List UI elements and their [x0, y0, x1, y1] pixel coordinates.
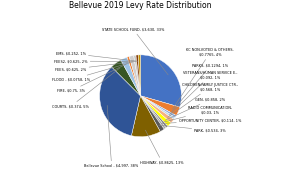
Wedge shape	[136, 55, 140, 96]
Wedge shape	[140, 96, 168, 128]
Text: RADIO COMMUNICATION,
$0.03, 1%: RADIO COMMUNICATION, $0.03, 1%	[163, 106, 232, 122]
Wedge shape	[132, 96, 160, 137]
Text: FEES2, $0.625, 2%: FEES2, $0.625, 2%	[54, 59, 136, 63]
Text: FLOOD - $0.0758, 1%: FLOOD - $0.0758, 1%	[52, 63, 130, 82]
Wedge shape	[112, 60, 140, 96]
Title: Bellevue 2019 Levy Rate Distribution: Bellevue 2019 Levy Rate Distribution	[69, 1, 212, 10]
Text: FEES, $0.625, 2%: FEES, $0.625, 2%	[55, 62, 133, 71]
Wedge shape	[121, 57, 140, 96]
Text: EMS, $0.252, 1%: EMS, $0.252, 1%	[56, 51, 138, 61]
Wedge shape	[138, 55, 140, 96]
Wedge shape	[140, 96, 166, 129]
Text: Bellevue School - $4,997, 38%: Bellevue School - $4,997, 38%	[85, 105, 139, 168]
Wedge shape	[134, 55, 140, 96]
Text: CHILDREN/FAMILY JUSTICE CTR.,
$0.568, 1%: CHILDREN/FAMILY JUSTICE CTR., $0.568, 1%	[167, 83, 238, 117]
Text: GEN, $0.858, 2%: GEN, $0.858, 2%	[165, 98, 225, 120]
Wedge shape	[140, 96, 175, 119]
Text: KC NON-VOTED & OTHERS,
$0.7765, 4%: KC NON-VOTED & OTHERS, $0.7765, 4%	[173, 48, 234, 109]
Wedge shape	[140, 96, 176, 118]
Text: HIGHWAY, $0.8625, 13%: HIGHWAY, $0.8625, 13%	[140, 130, 184, 164]
Text: FIRE, $0.75, 3%: FIRE, $0.75, 3%	[57, 64, 126, 93]
Wedge shape	[99, 67, 140, 136]
Wedge shape	[140, 96, 171, 126]
Wedge shape	[129, 55, 140, 96]
Text: COURTS, $0.374, 5%: COURTS, $0.374, 5%	[52, 68, 120, 108]
Text: PARK, $0.534, 3%: PARK, $0.534, 3%	[159, 125, 226, 132]
Wedge shape	[140, 96, 180, 116]
Text: OPPORTUNITY CENTER, $0.114, 1%: OPPORTUNITY CENTER, $0.114, 1%	[161, 119, 241, 124]
Wedge shape	[140, 55, 182, 107]
Wedge shape	[127, 56, 140, 96]
Wedge shape	[140, 96, 164, 132]
Text: VETERANS/HUMAN SERVICE E.,
$0.092, 1%: VETERANS/HUMAN SERVICE E., $0.092, 1%	[169, 71, 237, 115]
Text: PARKS, $0.1294, 1%: PARKS, $0.1294, 1%	[170, 64, 228, 113]
Text: STATE SCHOOL FUND, $3,630, 33%: STATE SCHOOL FUND, $3,630, 33%	[102, 27, 168, 75]
Wedge shape	[140, 96, 174, 123]
